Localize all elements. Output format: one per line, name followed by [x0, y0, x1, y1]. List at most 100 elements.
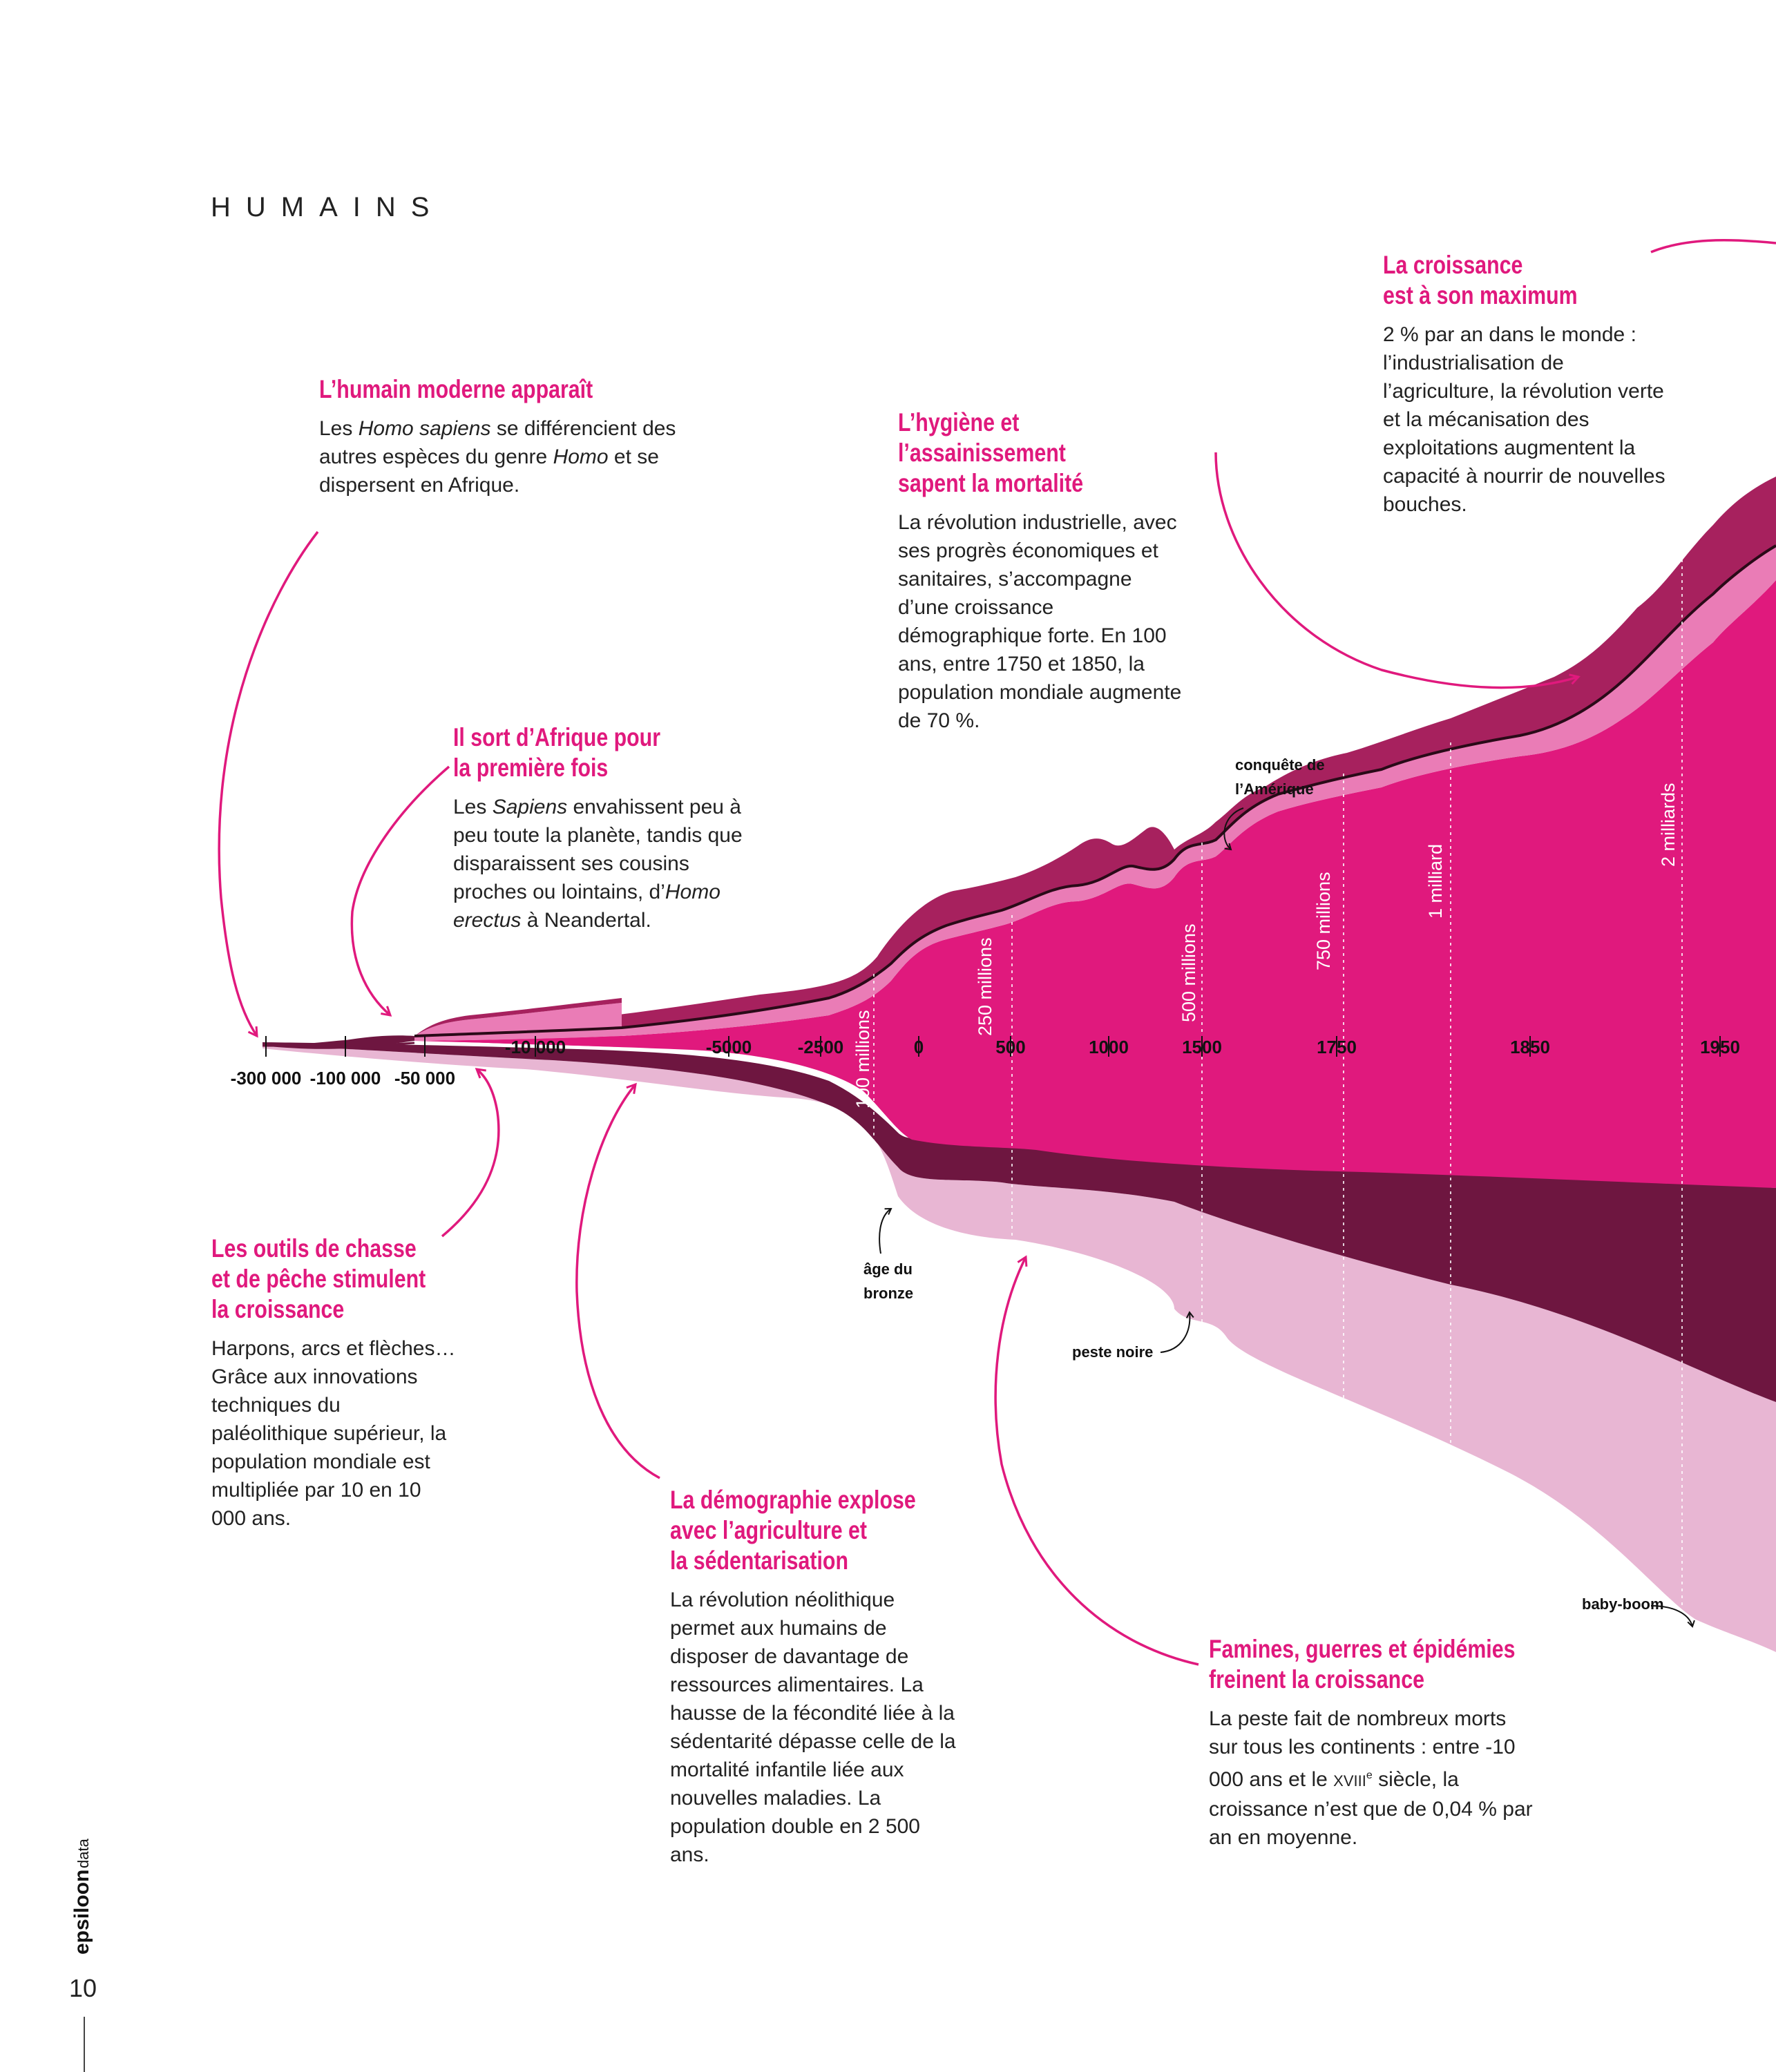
- title-line: avec l’agriculture et: [670, 1516, 867, 1544]
- annotation-title: Il sort d’Afrique pour la première fois: [453, 722, 750, 783]
- title-line: La démographie explose: [670, 1486, 916, 1514]
- page-number: 10: [69, 1974, 97, 2002]
- text: et se dispersent en Afrique.: [319, 445, 659, 497]
- annotation-body: Harpons, arcs et flèches… Grâce aux inno…: [211, 1337, 456, 1530]
- x-tick-label: -100 000: [310, 1068, 381, 1088]
- title-line: est à son maximum: [1383, 281, 1578, 309]
- text-italic: Sapiens: [492, 796, 568, 818]
- title-line: L’hygiène et l’assainissement: [898, 408, 1066, 467]
- text: La peste fait de nombreux morts sur tous…: [1209, 1707, 1516, 1791]
- event-peste: peste noire: [1072, 1343, 1153, 1361]
- x-tick-label: 500: [995, 1037, 1025, 1057]
- text-italic: Homo erectus: [453, 881, 720, 932]
- band-early-light: [414, 1003, 622, 1036]
- brand-name: epsiloon: [70, 1870, 93, 1955]
- band-lower-dark: [262, 1042, 1776, 1402]
- annotation-body: La peste fait de nombreux morts sur tous…: [1209, 1705, 1540, 1852]
- population-label: 1 milliard: [1425, 844, 1446, 919]
- annotation-title: L’hygiène et l’assainissement sapent la m…: [898, 407, 1188, 499]
- annotation-croissance-max: La croissance est à son maximum 2 % par a…: [1383, 250, 1666, 519]
- separator-line: [414, 544, 1776, 1037]
- title-line: la sédentarisation: [670, 1546, 848, 1575]
- brand-suffix: data: [75, 1838, 92, 1868]
- text-smallcaps: XVIII: [1333, 1772, 1366, 1790]
- annotation-body: Les Homo sapiens se différencient des au…: [319, 414, 678, 499]
- x-tick-label: 1850: [1510, 1037, 1550, 1057]
- x-tick-label: 1500: [1182, 1037, 1222, 1057]
- arrow-hygiene: [1214, 452, 1581, 689]
- band-lower-light: [262, 1045, 1776, 1652]
- population-label: 250 millions: [975, 937, 995, 1036]
- arrow-famines: [994, 1255, 1199, 1666]
- text-italic: Homo sapiens: [358, 417, 491, 440]
- event-conquete-line2: l’Amérique: [1235, 780, 1314, 798]
- text-italic: Homo: [553, 445, 609, 468]
- annotation-body: La révolution néolithique permet aux hum…: [670, 1589, 956, 1866]
- annotation-body: Les Sapiens envahissent peu à peu toute …: [453, 793, 750, 934]
- annotation-humain-moderne: L’humain moderne apparaît Les Homo sapie…: [319, 374, 678, 499]
- population-label: 750 millions: [1313, 872, 1334, 970]
- event-bronze-line2: bronze: [863, 1285, 913, 1302]
- title-line: la première fois: [453, 754, 609, 782]
- population-label: 500 millions: [1178, 923, 1199, 1022]
- text: envahissent peu à peu toute la planète, …: [453, 796, 743, 903]
- arrow-outils: [441, 1068, 500, 1238]
- annotation-body: La révolution industrielle, avec ses pro…: [898, 511, 1182, 732]
- annotation-outils: Les outils de chasse et de pêche stimulen…: [211, 1234, 460, 1533]
- x-tick-label: -300 000: [231, 1068, 302, 1088]
- arrow-demographie: [575, 1082, 660, 1479]
- event-babyboom-arrow: [1650, 1605, 1695, 1628]
- brand-logo: epsiloon data: [70, 1838, 93, 1955]
- event-babyboom: baby-boom: [1582, 1595, 1664, 1613]
- population-label: 2 milliards: [1658, 783, 1679, 867]
- annotation-title: La démographie explose avec l’agriculture…: [670, 1485, 960, 1576]
- title-line: et de pêche stimulent: [211, 1265, 426, 1293]
- title-line: Famines, guerres et épidémies: [1209, 1635, 1516, 1663]
- text: à Neandertal.: [521, 909, 651, 932]
- x-tick-label: -5000: [706, 1037, 752, 1057]
- annotation-hygiene: L’hygiène et l’assainissement sapent la m…: [898, 407, 1188, 735]
- x-axis: -300 000 -100 000 -50 000 -10 000 -5000 -2500…: [231, 1036, 1740, 1088]
- annotation-title: Famines, guerres et épidémies freinent la…: [1209, 1634, 1540, 1695]
- callout-arrows: [218, 239, 1776, 1666]
- text-superscript: e: [1366, 1769, 1373, 1781]
- event-bronze-arrow: [879, 1207, 892, 1254]
- event-conquete-line1: conquête de: [1235, 756, 1325, 774]
- population-label: 100 millions: [852, 1010, 873, 1109]
- x-tick-label: -2500: [798, 1037, 844, 1057]
- title-line: la croissance: [211, 1295, 345, 1323]
- x-tick-label: 1750: [1317, 1037, 1357, 1057]
- annotation-body: 2 % par an dans le monde : l’industriali…: [1383, 323, 1665, 516]
- section-title: HUMAINS: [211, 192, 445, 222]
- title-line: Il sort d’Afrique pour: [453, 723, 661, 751]
- arrow-sort-afrique: [350, 765, 450, 1017]
- population-labels: 100 millions 250 millions 500 millions 750 …: [852, 783, 1679, 1109]
- event-bronze-line1: âge du: [863, 1260, 913, 1278]
- x-tick-label: 1000: [1089, 1037, 1129, 1057]
- x-tick-label: -50 000: [394, 1068, 455, 1088]
- title-line: freinent la croissance: [1209, 1665, 1424, 1694]
- arrow-humain-moderne: [218, 530, 319, 1038]
- footer-divider: [84, 2017, 85, 2072]
- text: siècle, la croissance n’est que de 0,04 …: [1209, 1768, 1533, 1849]
- band-early-main: [428, 1036, 622, 1047]
- annotation-demographie: La démographie explose avec l’agriculture…: [670, 1485, 960, 1869]
- band-early-top: [414, 998, 622, 1036]
- annotation-title: La croissance est à son maximum: [1383, 250, 1666, 311]
- text: Les: [319, 417, 359, 440]
- x-tick-label: 1950: [1700, 1037, 1740, 1057]
- title-line: sapent la mortalité: [898, 469, 1084, 497]
- x-tick-label: 0: [914, 1037, 924, 1057]
- band-main: [414, 580, 1776, 1188]
- arrow-croissance: [1650, 239, 1776, 253]
- text: se différencient des autres espèces du g…: [319, 417, 676, 468]
- x-tick-label: -10 000: [505, 1037, 566, 1057]
- title-line: La croissance: [1383, 251, 1523, 279]
- event-peste-arrow: [1160, 1311, 1194, 1353]
- gridlines: [873, 553, 1683, 1609]
- origin-line: [262, 1042, 415, 1047]
- annotation-title: Les outils de chasse et de pêche stimulen…: [211, 1234, 460, 1325]
- annotation-title: L’humain moderne apparaît: [319, 375, 593, 403]
- annotation-famines: Famines, guerres et épidémies freinent la…: [1209, 1634, 1540, 1852]
